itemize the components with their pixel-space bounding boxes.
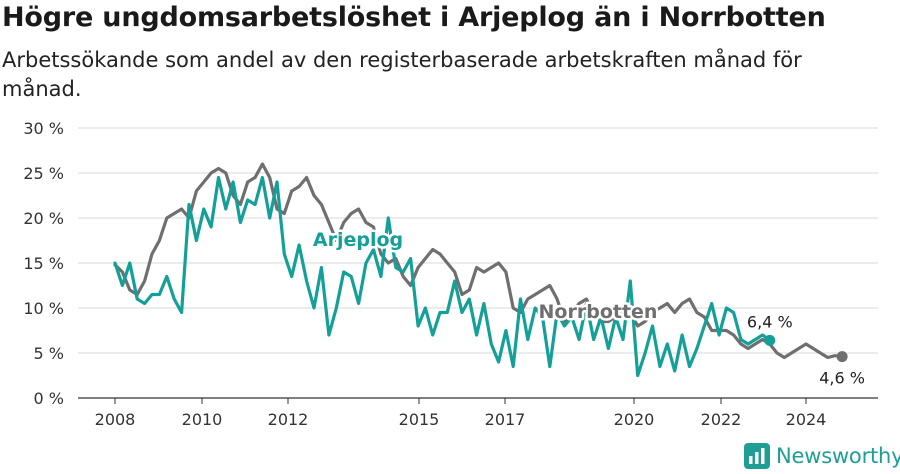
brand-label: Newsworthy	[776, 444, 900, 468]
end-point-arjeplog	[764, 334, 776, 346]
end-value-label: 6,4 %	[747, 312, 793, 331]
y-tick-label: 5 %	[34, 344, 64, 363]
series-name-label: Arjeplog	[313, 229, 403, 251]
series-line-arjeplog	[113, 175, 772, 378]
x-axis-ticks: 2008 2010 2012 2015 2017 2020 2022 2024	[95, 398, 827, 429]
series-lines	[113, 162, 848, 378]
y-tick-label: 0 %	[34, 389, 64, 408]
series-labels: 4,6 %6,4 %ArjeplogArjeplogNorrbottenNorr…	[310, 227, 865, 388]
chart-subtitle: Arbetssökande som andel av den registerb…	[2, 48, 802, 101]
y-tick-label: 20 %	[23, 209, 64, 228]
x-tick-label: 2010	[182, 410, 223, 429]
gridlines	[78, 127, 878, 399]
x-tick-label: 2012	[268, 410, 309, 429]
y-tick-label: 30 %	[23, 119, 64, 138]
x-tick-label: 2008	[95, 410, 136, 429]
x-tick-label: 2022	[701, 410, 742, 429]
series-name-halo: Arjeplog	[313, 229, 403, 251]
newsworthy-brand[interactable]: Newsworthy	[744, 441, 900, 471]
end-point-norrbotten	[836, 351, 848, 363]
y-tick-label: 25 %	[23, 164, 64, 183]
newsworthy-logo-icon	[744, 443, 770, 469]
x-tick-label: 2024	[786, 410, 827, 429]
chart-title: Högre ungdomsarbetslöshet i Arjeplog än …	[2, 2, 826, 33]
y-axis-ticks: 0 % 5 % 10 % 15 % 20 % 25 % 30 %	[23, 119, 64, 408]
series-name-label: Norrbotten	[539, 301, 658, 323]
x-tick-label: 2017	[485, 410, 526, 429]
x-tick-label: 2020	[614, 410, 655, 429]
y-tick-label: 10 %	[23, 299, 64, 318]
y-tick-label: 15 %	[23, 254, 64, 273]
series-name-halo: Norrbotten	[539, 301, 658, 323]
x-tick-label: 2015	[399, 410, 440, 429]
end-value-label: 4,6 %	[819, 369, 865, 388]
